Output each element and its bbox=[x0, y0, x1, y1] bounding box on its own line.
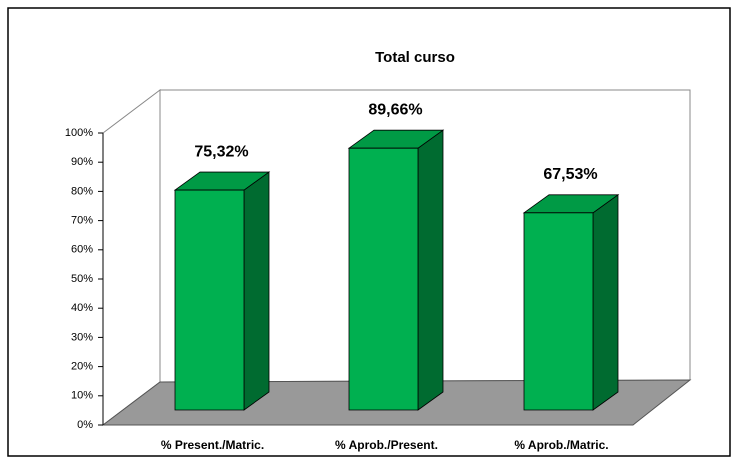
y-tick-label: 100% bbox=[65, 127, 93, 139]
y-tick-label: 60% bbox=[71, 244, 93, 256]
x-tick-label: % Aprob./Matric. bbox=[514, 438, 608, 452]
value-label: 89,66% bbox=[368, 101, 422, 118]
y-tick-label: 50% bbox=[71, 273, 93, 285]
bar-front bbox=[174, 189, 245, 411]
x-tick-label: % Aprob./Present. bbox=[335, 438, 438, 452]
y-tick-label: 40% bbox=[71, 302, 93, 314]
bar-front bbox=[348, 147, 419, 411]
y-tick-label: 20% bbox=[71, 361, 93, 373]
bar-side bbox=[417, 129, 444, 411]
y-tick-label: 70% bbox=[71, 215, 93, 227]
y-tick-label: 80% bbox=[71, 185, 93, 197]
side-wall bbox=[102, 88, 161, 427]
bar bbox=[347, 129, 445, 411]
bar bbox=[173, 171, 271, 411]
bar-side bbox=[592, 194, 619, 411]
bar-side bbox=[243, 171, 270, 411]
bar bbox=[522, 194, 620, 411]
value-label: 67,53% bbox=[543, 166, 597, 183]
y-tick-label: 10% bbox=[71, 390, 93, 402]
chart-title: Total curso bbox=[375, 49, 455, 66]
y-tick-label: 30% bbox=[71, 331, 93, 343]
y-tick-label: 0% bbox=[77, 419, 93, 431]
bar-front bbox=[523, 212, 594, 411]
y-tick-label: 90% bbox=[71, 156, 93, 168]
x-tick-label: % Present./Matric. bbox=[161, 438, 264, 452]
value-label: 75,32% bbox=[194, 143, 248, 160]
